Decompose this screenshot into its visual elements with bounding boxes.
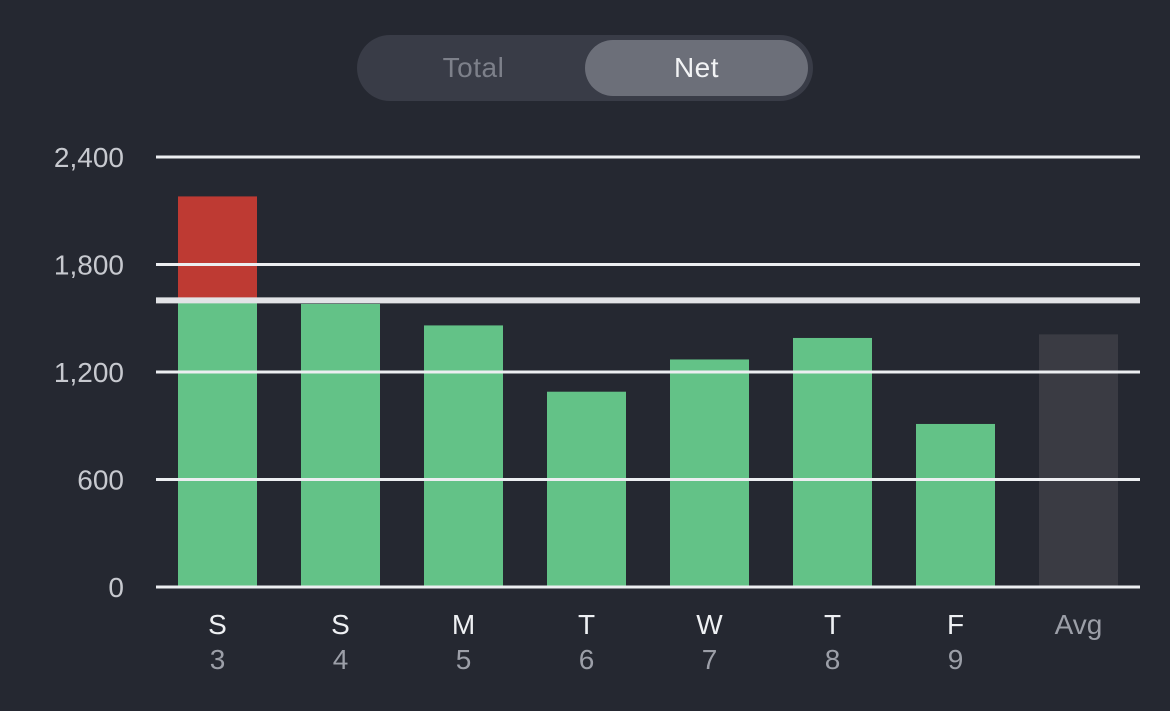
bar-average <box>1039 334 1118 587</box>
toggle-total[interactable]: Total <box>442 52 505 83</box>
toggle-net[interactable]: Net <box>585 40 808 96</box>
bar-4 <box>670 359 749 587</box>
x-label-date: 3 <box>210 644 226 675</box>
x-label-date: 8 <box>825 644 841 675</box>
bar-0-over-goal <box>178 196 257 301</box>
x-label-date: 6 <box>579 644 595 675</box>
x-label-day: F <box>947 609 964 640</box>
y-tick-label: 1,200 <box>54 357 124 388</box>
x-label-date: 9 <box>948 644 964 675</box>
x-label-day: W <box>696 609 723 640</box>
x-label-day: S <box>331 609 350 640</box>
y-tick-label: 1,800 <box>54 250 124 281</box>
y-tick-label: 0 <box>108 572 124 603</box>
bar-1 <box>301 303 380 587</box>
x-label-date: 5 <box>456 644 472 675</box>
bar-3 <box>547 391 626 587</box>
x-label-day: T <box>824 609 841 640</box>
x-label-date: 4 <box>333 644 349 675</box>
x-label-day: S <box>208 609 227 640</box>
y-tick-label: 2,400 <box>54 142 124 173</box>
bar-5 <box>793 337 872 587</box>
bar-2 <box>424 325 503 587</box>
total-net-toggle[interactable]: Total Net <box>357 35 813 101</box>
x-label-date: 7 <box>702 644 718 675</box>
y-tick-label: 600 <box>77 465 124 496</box>
x-label-day: T <box>578 609 595 640</box>
x-label-day: M <box>452 609 475 640</box>
bar-6 <box>916 423 995 587</box>
bar-0-under-goal <box>178 300 257 587</box>
x-label-day: Avg <box>1055 609 1103 640</box>
